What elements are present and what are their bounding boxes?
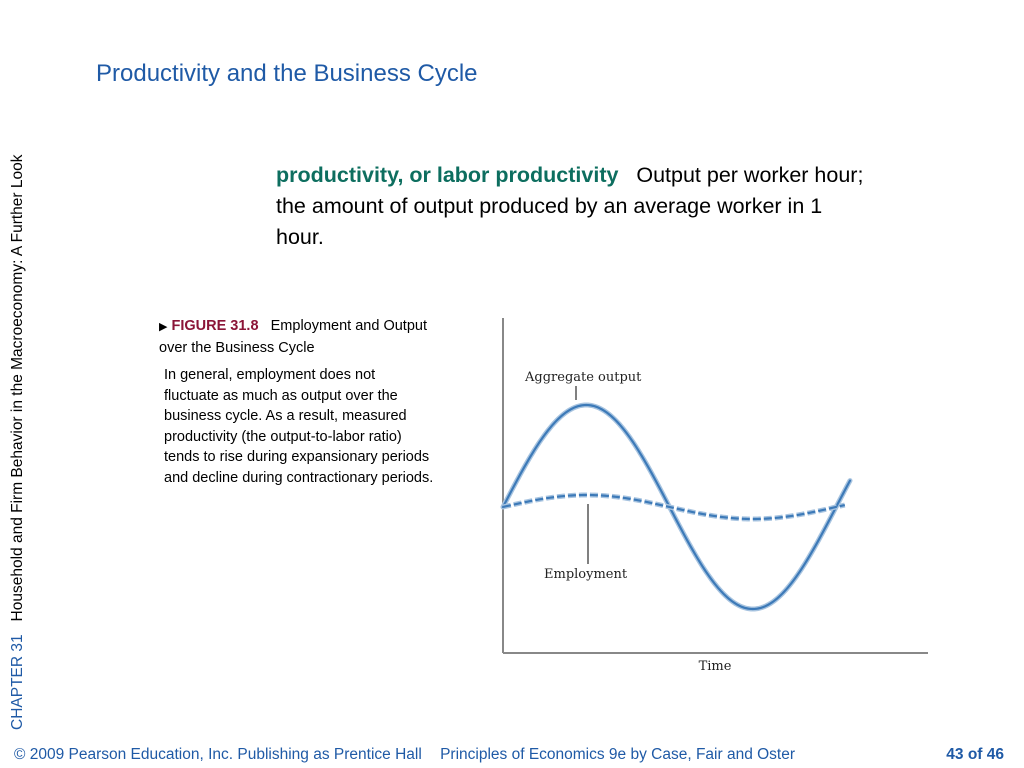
footer-book: Principles of Economics 9e by Case, Fair…	[440, 746, 796, 763]
chapter-title: Household and Firm Behavior in the Macro…	[9, 154, 26, 622]
figure-description: In general, employment does not fluctuat…	[164, 367, 434, 486]
aggregate-output-label: Aggregate output	[524, 370, 642, 385]
slide-title: Productivity and the Business Cycle	[96, 60, 478, 87]
definition-term: productivity, or labor productivity	[276, 163, 619, 187]
definition-block: productivity, or labor productivity Outp…	[276, 160, 866, 253]
chapter-number: CHAPTER 31	[9, 634, 26, 730]
employment-label: Employment	[544, 567, 628, 582]
definition-text: Output per worker hour; the amount of ou…	[276, 163, 864, 249]
employment-line	[502, 493, 846, 521]
triangle-arrow-icon: ▶	[159, 321, 168, 333]
footer-copyright: © 2009 Pearson Education, Inc. Publishin…	[14, 746, 422, 763]
figure-title: Employment and Output over the Business …	[159, 318, 427, 356]
aggregate-output-line	[501, 403, 852, 611]
page-number: 43 of 46	[946, 746, 1004, 763]
x-axis-label: Time	[699, 659, 732, 674]
figure-number: FIGURE 31.8	[171, 318, 259, 334]
chart-axes	[502, 318, 928, 654]
business-cycle-chart: Aggregate output Employment Time	[500, 318, 928, 674]
figure-caption: ▶ FIGURE 31.8 Employment and Output over…	[159, 316, 449, 359]
chart-labels: Aggregate output Employment Time	[524, 370, 732, 674]
footer-credits: © 2009 Pearson Education, Inc. Publishin…	[14, 746, 795, 764]
chapter-side-label: CHAPTER 31 Household and Firm Behavior i…	[9, 30, 27, 730]
chart-curves	[500, 402, 853, 612]
